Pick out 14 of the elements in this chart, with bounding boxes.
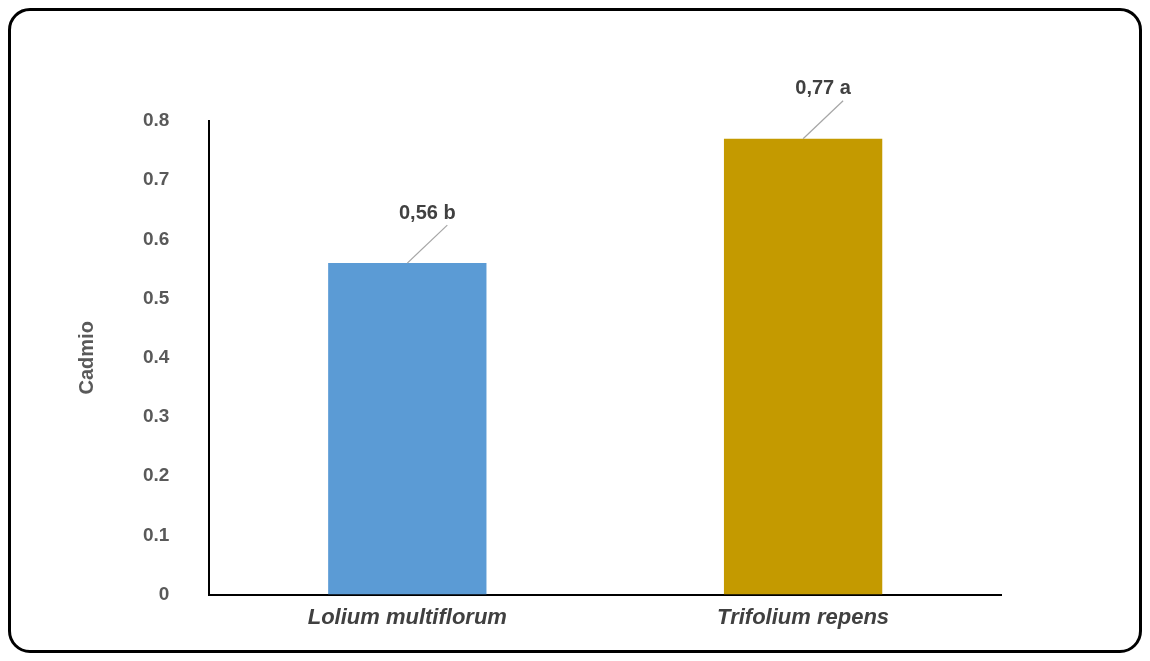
x-tick-label: Lolium multiflorum: [307, 603, 507, 629]
y-tick-label: 0.6: [142, 227, 170, 249]
y-tick-label: 0.4: [142, 346, 170, 368]
y-tick-label: 0.7: [142, 168, 170, 190]
y-tick-label: 0.2: [142, 464, 170, 486]
x-tick-label: Trifolium repens: [717, 603, 890, 629]
y-tick-label: 0.3: [142, 405, 170, 427]
y-tick-label: 0: [158, 582, 170, 604]
y-tick-label: 0.1: [142, 523, 170, 545]
y-axis-title: Cadmio: [74, 321, 97, 395]
data-label: 0,77 a: [795, 76, 852, 99]
y-tick-label: 0.8: [142, 109, 170, 131]
y-tick-label: 0.5: [142, 286, 170, 308]
data-label: 0,56 b: [398, 200, 456, 223]
